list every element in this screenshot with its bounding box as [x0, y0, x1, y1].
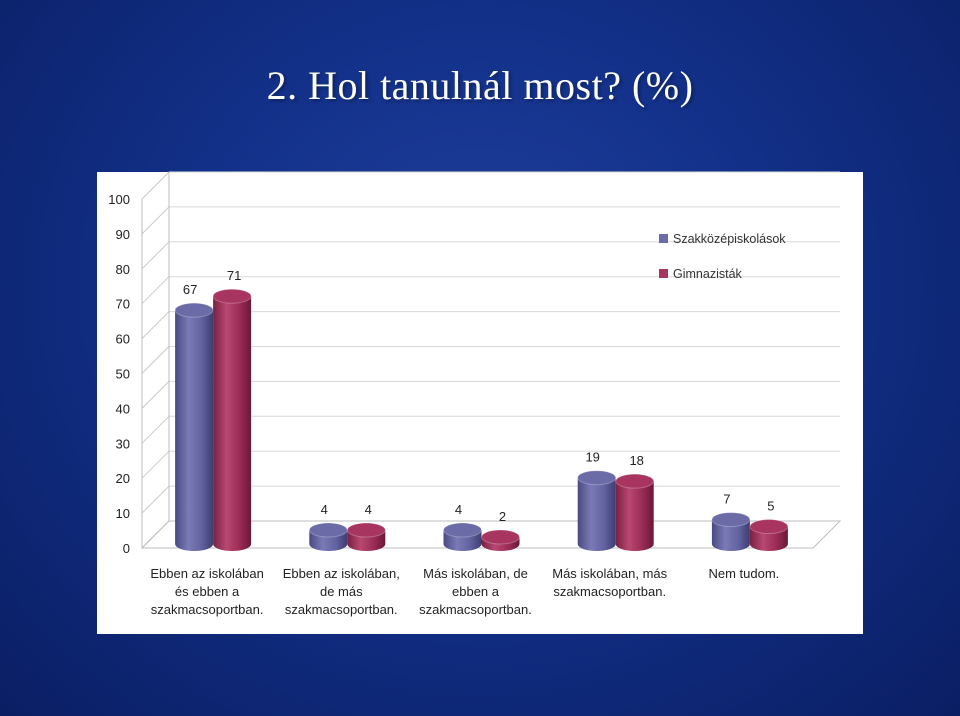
bar-top [615, 473, 655, 489]
y-tick-label: 80 [116, 262, 130, 277]
data-label: 19 [585, 450, 599, 465]
category-label: Más iskolában, de ebben a szakmacsoportban… [419, 566, 532, 617]
bar-gimn-3 [615, 481, 654, 544]
side-gridline [141, 206, 170, 235]
bars-layer [174, 288, 789, 551]
y-tick-label: 50 [116, 367, 130, 382]
category-label: Más iskolában, más szakmacsoportban. [552, 566, 667, 599]
bar-base [213, 537, 252, 551]
bar-szakkozep-0 [175, 310, 214, 544]
slide-title: 2. Hol tanulnál most? (%) [266, 63, 694, 108]
data-label: 67 [183, 282, 197, 297]
data-label: 18 [629, 453, 643, 468]
bar-top [443, 522, 482, 538]
bar-base [577, 537, 616, 551]
category-label: Ebben az iskolában, de más szakmacsoportba… [283, 566, 400, 617]
side-gridline [141, 450, 170, 479]
bar-top [346, 522, 386, 538]
y-tick-label: 20 [116, 471, 130, 486]
y-tick-label: 10 [116, 506, 130, 521]
y-tick-label: 40 [116, 401, 130, 416]
bar-base [347, 537, 386, 551]
legend-label: Szakközépiskolások [673, 232, 786, 246]
side-gridline [141, 485, 170, 514]
legend-swatch-0 [659, 234, 668, 243]
bar-top [174, 302, 214, 318]
bar-base [615, 537, 654, 551]
side-gridline [141, 381, 170, 409]
bar-gimn-0 [213, 296, 252, 544]
data-label: 4 [321, 502, 328, 517]
data-label: 4 [365, 502, 372, 517]
side-gridline [141, 415, 170, 444]
y-tick-label: 30 [116, 436, 130, 451]
category-labels-layer: Ebben az iskolában és ebben a szakmacsopor… [150, 566, 779, 617]
y-tick-label: 60 [116, 332, 130, 347]
bar-top [711, 512, 751, 528]
grid-layer [141, 171, 840, 549]
y-tick-label: 70 [116, 297, 130, 312]
bar-top [481, 529, 520, 545]
y-axis: 0 10 20 30 40 50 60 70 80 90 100 [108, 172, 842, 556]
side-gridline [141, 346, 170, 374]
category-label: Ebben az iskolában és ebben a szakmacsopor… [150, 566, 263, 617]
bar-base [443, 537, 482, 551]
data-label: 7 [723, 492, 730, 507]
bar-base [711, 537, 750, 551]
bar-base [309, 537, 348, 551]
bar-top [577, 470, 617, 486]
bar-top [212, 288, 252, 304]
legend: Szakközépiskolások Gimnazisták [659, 232, 786, 281]
bar-top [749, 519, 789, 535]
y-tick-label: 90 [116, 227, 130, 242]
bar-base [749, 537, 788, 551]
data-label: 71 [227, 268, 241, 283]
bar-top [308, 522, 348, 538]
side-gridline [141, 311, 170, 339]
bar-szakkozep-3 [577, 477, 616, 544]
legend-label: Gimnazisták [673, 267, 743, 281]
side-gridline [141, 171, 170, 200]
data-label: 4 [455, 502, 462, 517]
data-label: 2 [499, 509, 506, 524]
y-tick-label: 100 [108, 192, 130, 207]
side-gridline [141, 276, 170, 305]
category-label: Nem tudom. [708, 566, 779, 581]
legend-swatch-1 [659, 269, 668, 278]
data-label: 5 [767, 499, 774, 514]
data-labels-layer: 67 71 4 4 4 2 19 18 7 5 [183, 268, 775, 524]
bar-base [175, 537, 214, 551]
y-tick-label: 0 [123, 541, 130, 556]
side-gridline [141, 241, 170, 270]
